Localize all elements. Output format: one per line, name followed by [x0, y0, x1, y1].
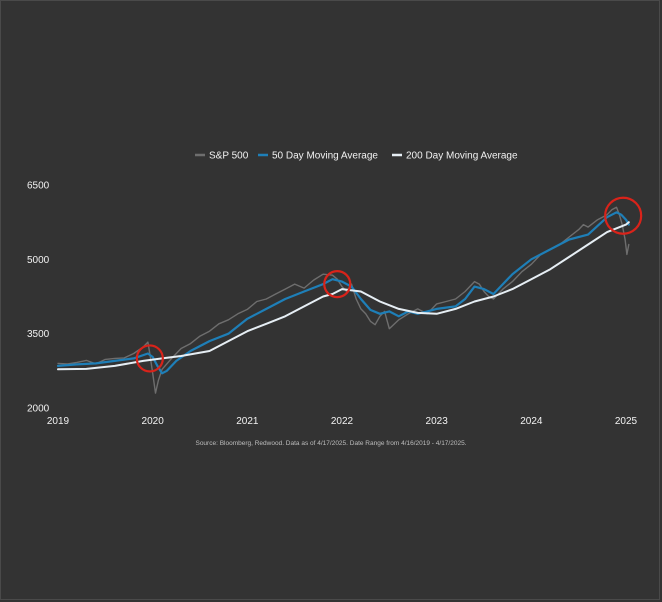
y-tick-label: 6500 — [27, 181, 50, 192]
x-tick-label: 2022 — [331, 416, 354, 427]
x-axis: 2019 2020 2021 2022 2023 2024 2025 — [47, 416, 638, 427]
y-tick-label: 3500 — [27, 329, 50, 340]
x-tick-label: 2020 — [142, 416, 165, 427]
x-tick-label: 2023 — [426, 416, 449, 427]
legend-label-200dma: 200 Day Moving Average — [406, 151, 518, 162]
legend-label-sp500: S&P 500 — [209, 151, 249, 162]
x-tick-label: 2025 — [615, 416, 638, 427]
y-tick-label: 5000 — [27, 255, 50, 266]
annotations — [135, 196, 643, 373]
ma50-line — [56, 211, 630, 375]
sp500-line — [57, 206, 630, 394]
y-tick-label: 2000 — [27, 404, 50, 415]
legend: S&P 500 50 Day Moving Average 200 Day Mo… — [195, 151, 518, 162]
x-tick-label: 2024 — [520, 416, 543, 427]
plot-area — [56, 206, 630, 394]
y-axis: 2000 3500 5000 6500 — [27, 181, 50, 415]
ma200-line — [57, 221, 630, 371]
source-note: Source: Bloomberg, Redwood. Data as of 4… — [195, 440, 466, 447]
x-tick-label: 2019 — [47, 416, 70, 427]
x-tick-label: 2021 — [236, 416, 259, 427]
highlight-circle — [135, 344, 164, 373]
highlight-circle — [323, 270, 352, 299]
legend-label-50dma: 50 Day Moving Average — [272, 151, 378, 162]
highlight-circle — [604, 196, 643, 235]
